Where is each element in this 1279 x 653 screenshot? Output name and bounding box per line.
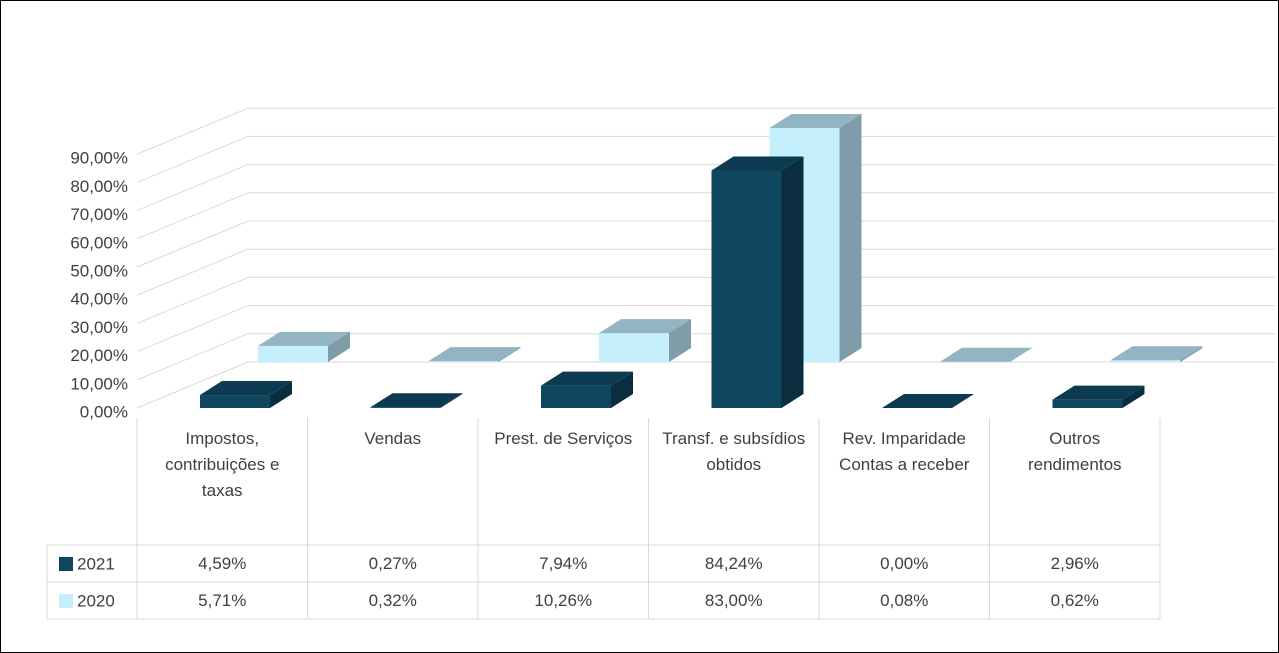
bar-front <box>1052 399 1123 408</box>
bar <box>200 381 292 408</box>
y-tick-label: 80,00% <box>70 177 128 196</box>
y-tick-label: 60,00% <box>70 233 128 252</box>
value-label: 84,24% <box>704 554 763 573</box>
value-label: 2,96% <box>1050 554 1099 573</box>
bar-side <box>328 331 350 362</box>
bar <box>370 393 463 408</box>
bar-front <box>428 361 499 362</box>
value-label: 0,27% <box>368 554 417 573</box>
bar-side <box>1010 347 1032 362</box>
value-label: 10,26% <box>534 591 593 610</box>
value-label: 0,32% <box>368 591 417 610</box>
grid-line <box>136 276 249 324</box>
category-label: Transf. e subsídios obtidos <box>662 429 806 474</box>
bar-top <box>370 393 463 408</box>
y-tick-label: 20,00% <box>70 346 128 365</box>
bar-side <box>270 381 292 408</box>
bar <box>541 371 633 408</box>
grid-line <box>136 248 249 296</box>
bar <box>1110 346 1203 362</box>
bar-side <box>781 156 804 408</box>
bar <box>940 347 1032 362</box>
bar-top <box>1052 385 1145 400</box>
bar-top <box>1110 346 1203 361</box>
bar <box>258 331 350 362</box>
legend-key <box>59 594 73 608</box>
bar-top <box>428 347 521 362</box>
bar-top <box>541 371 633 386</box>
bar <box>599 319 691 362</box>
legend-key <box>59 557 73 571</box>
y-tick-label: 50,00% <box>70 261 128 280</box>
bar <box>711 156 804 408</box>
grid-line <box>136 305 249 353</box>
bar <box>882 394 974 408</box>
bar-top <box>200 381 292 396</box>
bar-front <box>1110 360 1181 362</box>
value-label: 0,62% <box>1050 591 1099 610</box>
value-label: 5,71% <box>198 591 247 610</box>
value-label: 7,94% <box>539 554 588 573</box>
bar <box>428 347 521 362</box>
bar-top <box>599 319 691 334</box>
value-label: 83,00% <box>704 591 763 610</box>
bar-top <box>940 347 1032 362</box>
bar-side <box>1180 346 1203 362</box>
value-label: 0,08% <box>880 591 929 610</box>
bar-top <box>711 156 804 171</box>
grid-line <box>136 333 249 381</box>
y-tick-label: 70,00% <box>70 205 128 224</box>
grid-line <box>136 164 249 212</box>
bar-side <box>1122 385 1145 408</box>
bar <box>1052 385 1145 408</box>
category-label: Vendas <box>364 429 422 448</box>
bar-front <box>599 333 669 362</box>
grid-line <box>136 135 249 183</box>
value-label: 4,59% <box>198 554 247 573</box>
y-tick-label: 0,00% <box>80 402 128 421</box>
bar-side <box>611 371 633 408</box>
category-label: Rev. Imparidade Contas a receber <box>839 429 970 474</box>
bar-front <box>541 385 611 408</box>
bar-side <box>440 393 463 408</box>
bar-front <box>258 345 328 362</box>
grid-line <box>136 107 249 155</box>
bar-front <box>200 395 270 408</box>
category-label: Outros rendimentos <box>1027 429 1122 474</box>
y-tick-label: 90,00% <box>70 149 128 168</box>
bar-top <box>882 394 974 408</box>
grid-line <box>136 192 249 240</box>
bar-front <box>370 407 441 408</box>
legend-label: 2020 <box>77 591 115 610</box>
bar-front <box>711 170 782 408</box>
bar-top <box>769 113 862 128</box>
grid-line <box>136 220 249 268</box>
legend-label: 2021 <box>77 554 115 573</box>
y-tick-label: 40,00% <box>70 290 128 309</box>
category-label: Prest. de Serviços <box>494 429 633 448</box>
category-label: Impostos, contribuições e taxas <box>165 429 280 500</box>
bar-side <box>498 347 521 362</box>
bar-top <box>258 331 350 346</box>
bar-side <box>839 113 862 362</box>
y-tick-label: 30,00% <box>70 318 128 337</box>
grid-line <box>136 361 249 409</box>
bar-side <box>669 319 691 362</box>
y-tick-label: 10,00% <box>70 374 128 393</box>
value-label: 0,00% <box>880 554 929 573</box>
